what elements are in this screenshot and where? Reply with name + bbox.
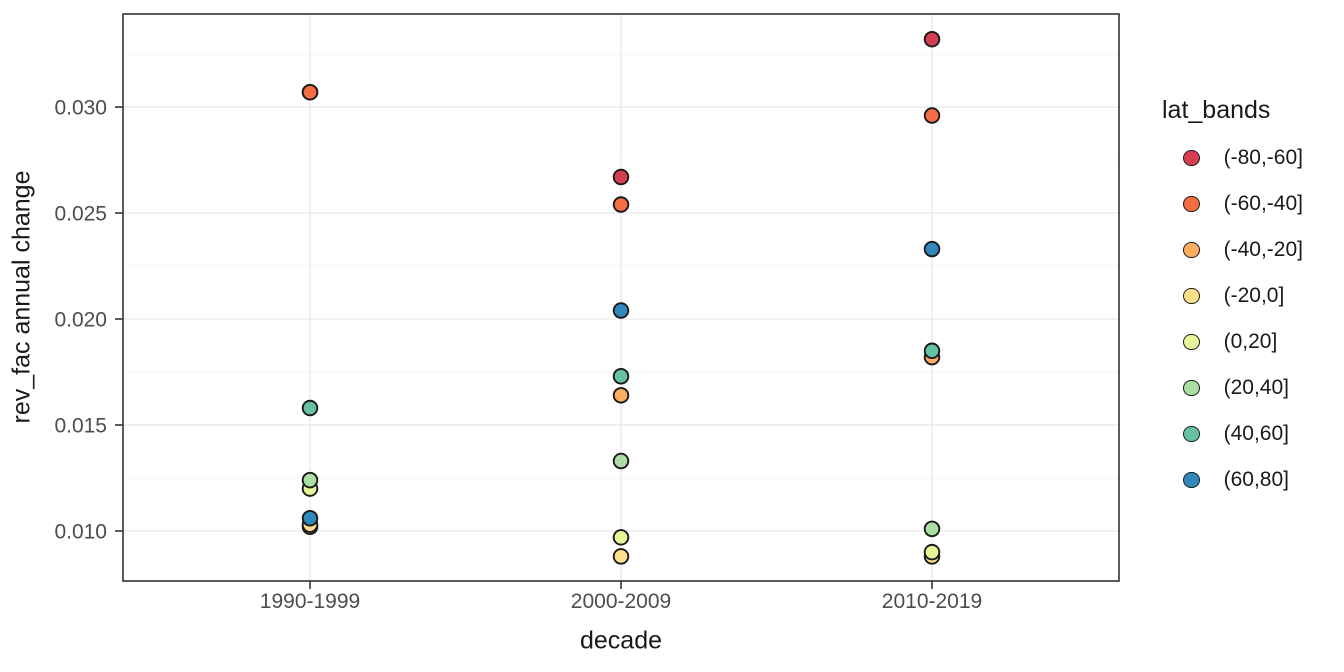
data-point [612, 387, 630, 404]
legend-item-label: (60,80] [1223, 468, 1289, 491]
legend-item-label: (-20,0] [1223, 284, 1285, 307]
legend-item: (60,80] [1159, 468, 1303, 491]
legend-key-swatch [1183, 149, 1200, 167]
data-point [923, 107, 941, 124]
legend-items: (-80,-60] (-60,-40] (-40,-20] (-20,0] (0,20]… [1159, 146, 1303, 491]
data-point [612, 529, 630, 546]
legend-item-label: (-40,-20] [1223, 238, 1303, 261]
y-axis-title: rev_fac annual change [7, 170, 36, 424]
data-point [923, 342, 941, 360]
data-point [612, 367, 630, 385]
data-point [612, 452, 630, 470]
legend-key-swatch [1183, 471, 1200, 489]
legend-item: (-60,-40] [1159, 192, 1303, 215]
data-point [923, 240, 941, 258]
legend-item-label: (0,20] [1223, 330, 1278, 353]
y-tick-label: 0.025 [54, 203, 107, 226]
legend-item: (20,40] [1159, 376, 1303, 399]
legend-item: (0,20] [1159, 330, 1303, 353]
data-point [923, 543, 941, 561]
legend-key-swatch [1183, 333, 1200, 351]
x-axis-title: decade [579, 626, 663, 655]
data-point [612, 302, 630, 319]
data-point [612, 168, 630, 186]
data-point [612, 196, 630, 213]
data-point [301, 399, 319, 417]
data-point [301, 510, 319, 527]
y-tick-label: 0.030 [54, 97, 107, 120]
legend-item-label: (-80,-60] [1223, 146, 1303, 169]
x-tick-label: 2000-2009 [571, 590, 671, 613]
legend-key-swatch [1183, 195, 1200, 213]
data-point [301, 83, 319, 101]
legend-item: (-80,-60] [1159, 146, 1303, 169]
data-point [301, 471, 319, 489]
legend-title: lat_bands [1162, 96, 1271, 124]
legend-item: (40,60] [1159, 422, 1303, 445]
legend-item: (-40,-20] [1159, 238, 1303, 261]
legend-key-swatch [1183, 425, 1200, 443]
y-tick-label: 0.015 [54, 414, 107, 437]
data-point [923, 520, 941, 538]
legend-item-label: (40,60] [1223, 422, 1289, 445]
x-tick-label: 1990-1999 [260, 590, 360, 613]
legend-key-swatch [1183, 287, 1200, 305]
legend-item: (-20,0] [1159, 284, 1303, 307]
legend: lat_bands (-80,-60] (-60,-40] (-40,-20] (-2… [1159, 96, 1303, 515]
legend-key-swatch [1183, 241, 1200, 259]
data-point [612, 548, 630, 565]
y-tick-label: 0.010 [54, 520, 107, 543]
legend-key-swatch [1183, 379, 1200, 397]
x-tick-label: 2010-2019 [882, 590, 982, 613]
data-point [923, 30, 941, 48]
y-tick-label: 0.020 [54, 309, 107, 332]
legend-item-label: (-60,-40] [1223, 192, 1303, 215]
legend-item-label: (20,40] [1223, 376, 1289, 399]
